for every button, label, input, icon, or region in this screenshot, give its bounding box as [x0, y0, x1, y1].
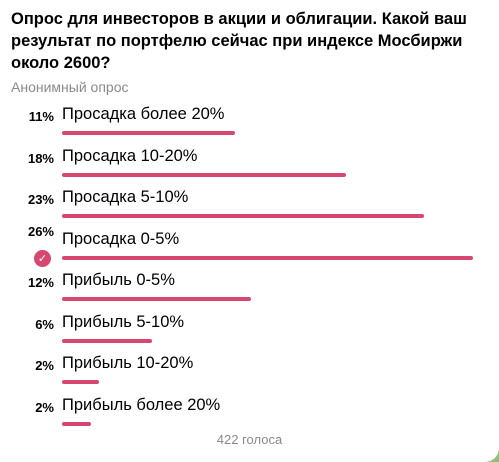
- option-label: Прибыль более 20%: [62, 395, 221, 414]
- option-label: Прибыль 10-20%: [62, 354, 194, 372]
- option-percent: 26%: [27, 223, 54, 239]
- option-label: Просадка более 20%: [62, 105, 225, 123]
- votes-count[interactable]: 422 голоса: [216, 432, 283, 447]
- option-label: Просадка 10-20%: [62, 146, 198, 165]
- poll-option[interactable]: 2% Прибыль 10-20%: [0, 350, 499, 394]
- option-result-bar: [62, 297, 251, 301]
- option-result-bar: [62, 172, 346, 177]
- option-percent: 2%: [35, 399, 54, 415]
- poll-option[interactable]: 12% Прибыль 0-5%: [0, 267, 499, 311]
- option-percent: 12%: [27, 275, 54, 290]
- option-result-bar: [62, 214, 424, 218]
- option-percent: 11%: [28, 109, 54, 124]
- poll-option[interactable]: 23% Просадка 5-10%: [0, 184, 499, 228]
- option-label: Прибыль 0-5%: [62, 271, 175, 289]
- option-result-bar: [62, 255, 473, 260]
- option-percent: 2%: [35, 358, 54, 373]
- option-result-bar: [62, 131, 235, 135]
- option-result-bar: [62, 421, 91, 426]
- option-result-bar: [62, 380, 99, 384]
- check-circle-icon: ✓: [34, 249, 51, 267]
- poll-option[interactable]: 18% Просадка 10-20%: [0, 143, 499, 187]
- option-label: Просадка 0-5%: [62, 229, 180, 248]
- poll-type-label: Анонимный опрос: [11, 79, 129, 95]
- poll-option[interactable]: 26% Просадка 0-5% ✓: [0, 223, 499, 270]
- poll-option[interactable]: 2% Прибыль более 20%: [0, 392, 499, 436]
- poll-option[interactable]: 11% Просадка более 20%: [0, 101, 499, 145]
- poll-option[interactable]: 6% Прибыль 5-10%: [0, 309, 499, 353]
- option-percent: 18%: [27, 150, 54, 166]
- poll-question: Опрос для инвесторов в акции и облигации…: [11, 10, 467, 72]
- option-result-bar: [62, 338, 152, 343]
- option-label: Прибыль 5-10%: [62, 312, 185, 331]
- option-percent: 6%: [35, 316, 54, 332]
- option-percent: 23%: [27, 192, 54, 207]
- option-label: Просадка 5-10%: [62, 188, 189, 206]
